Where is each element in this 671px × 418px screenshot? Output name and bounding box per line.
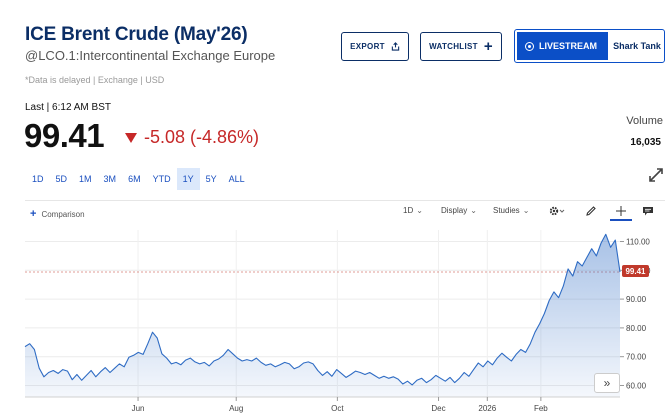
export-label: EXPORT xyxy=(350,42,385,51)
range-tab-5d[interactable]: 5D xyxy=(55,174,68,184)
chevron-down-icon: ⌄ xyxy=(522,206,530,215)
x-axis: Jun Aug Oct Dec 2026 Feb xyxy=(25,396,620,413)
x-tick-label: Oct xyxy=(331,404,344,413)
range-tab-ytd[interactable]: YTD xyxy=(152,174,171,184)
livestream-badge: LIVESTREAM xyxy=(517,32,608,60)
x-tick-label: Dec xyxy=(431,404,445,413)
range-tab-3m[interactable]: 3M xyxy=(103,174,117,184)
y-tick-label: 110.00 xyxy=(626,238,650,247)
crosshair-tool-button[interactable] xyxy=(610,203,632,221)
live-dot-icon xyxy=(525,41,534,51)
last-price: 99.41 xyxy=(24,117,105,154)
comparison-label: Comparison xyxy=(41,209,85,219)
studies-label: Studies xyxy=(493,206,520,215)
chevron-down-icon: ⌄ xyxy=(470,206,477,215)
last-price-marker: 99.41 xyxy=(622,265,649,277)
range-tab-1m[interactable]: 1M xyxy=(79,174,92,184)
x-tick-label: Aug xyxy=(229,404,243,413)
share-icon xyxy=(391,42,400,51)
gear-icon xyxy=(549,206,565,216)
range-tab-5y[interactable]: 5Y xyxy=(205,174,217,184)
export-button[interactable]: EXPORT xyxy=(341,32,409,61)
display-label: Display xyxy=(441,206,468,215)
volume-label: Volume xyxy=(626,115,663,127)
chart-divider xyxy=(25,200,665,201)
double-chevron-right-icon: » xyxy=(603,376,611,390)
price-change: -5.08 (-4.86%) xyxy=(125,127,259,148)
volume-value: 16,035 xyxy=(630,137,661,148)
chat-icon xyxy=(643,207,653,216)
interval-dropdown[interactable]: 1D ⌄ xyxy=(403,206,423,215)
x-tick-label: 2026 xyxy=(478,404,496,413)
y-tick-label: 70.00 xyxy=(626,353,647,362)
data-delayed-note: *Data is delayed | Exchange | USD xyxy=(25,75,165,85)
range-tab-1d[interactable]: 1D xyxy=(32,174,44,184)
plus-icon: + xyxy=(483,38,493,55)
draw-tool-button[interactable] xyxy=(582,203,600,219)
range-tab-all[interactable]: ALL xyxy=(228,174,245,184)
chart-area-fill xyxy=(25,234,620,397)
series-area xyxy=(25,234,620,397)
watchlist-label: WATCHLIST xyxy=(429,42,478,51)
time-range-selector: 1D 5D 1M 3M 6M YTD 1Y 5Y ALL xyxy=(26,168,251,190)
y-tick-label: 60.00 xyxy=(626,381,647,390)
livestream-label: LIVESTREAM xyxy=(539,41,598,51)
interval-label: 1D xyxy=(403,206,414,215)
chevron-down-icon: ⌄ xyxy=(416,206,423,215)
display-dropdown[interactable]: Display ⌄ xyxy=(441,206,477,215)
range-tab-6m[interactable]: 6M xyxy=(128,174,141,184)
plus-icon: + xyxy=(30,208,37,220)
livestream-button[interactable]: LIVESTREAM Shark Tank xyxy=(514,29,665,63)
y-tick-label: 80.00 xyxy=(626,324,647,333)
x-tick-label: Jun xyxy=(132,404,145,413)
studies-dropdown[interactable]: Studies ⌄ xyxy=(493,206,529,215)
x-tick-label: Feb xyxy=(534,404,548,413)
settings-button[interactable] xyxy=(546,203,568,219)
add-to-watchlist-button[interactable]: WATCHLIST + xyxy=(420,32,502,61)
comparison-button[interactable]: + Comparison xyxy=(30,208,85,220)
range-tab-1y[interactable]: 1Y xyxy=(176,168,200,190)
pencil-icon xyxy=(586,206,596,216)
expand-icon[interactable] xyxy=(648,167,664,183)
series-line xyxy=(24,233,621,386)
annotation-tool-button[interactable] xyxy=(639,203,657,219)
down-arrow-icon xyxy=(125,132,137,143)
price-change-value: -5.08 (-4.86%) xyxy=(144,127,260,147)
chart-series-line xyxy=(24,233,621,386)
livestream-show-name: Shark Tank xyxy=(613,41,661,51)
symbol-exchange-line: @LCO.1:Intercontinental Exchange Europe xyxy=(25,48,276,63)
y-tick-label: 90.00 xyxy=(626,295,647,304)
scroll-to-latest-button[interactable]: » xyxy=(594,373,620,393)
page-title: ICE Brent Crude (May'26) xyxy=(25,24,248,45)
crosshair-icon xyxy=(616,206,626,216)
last-updated: Last | 6:12 AM BST xyxy=(25,102,111,113)
